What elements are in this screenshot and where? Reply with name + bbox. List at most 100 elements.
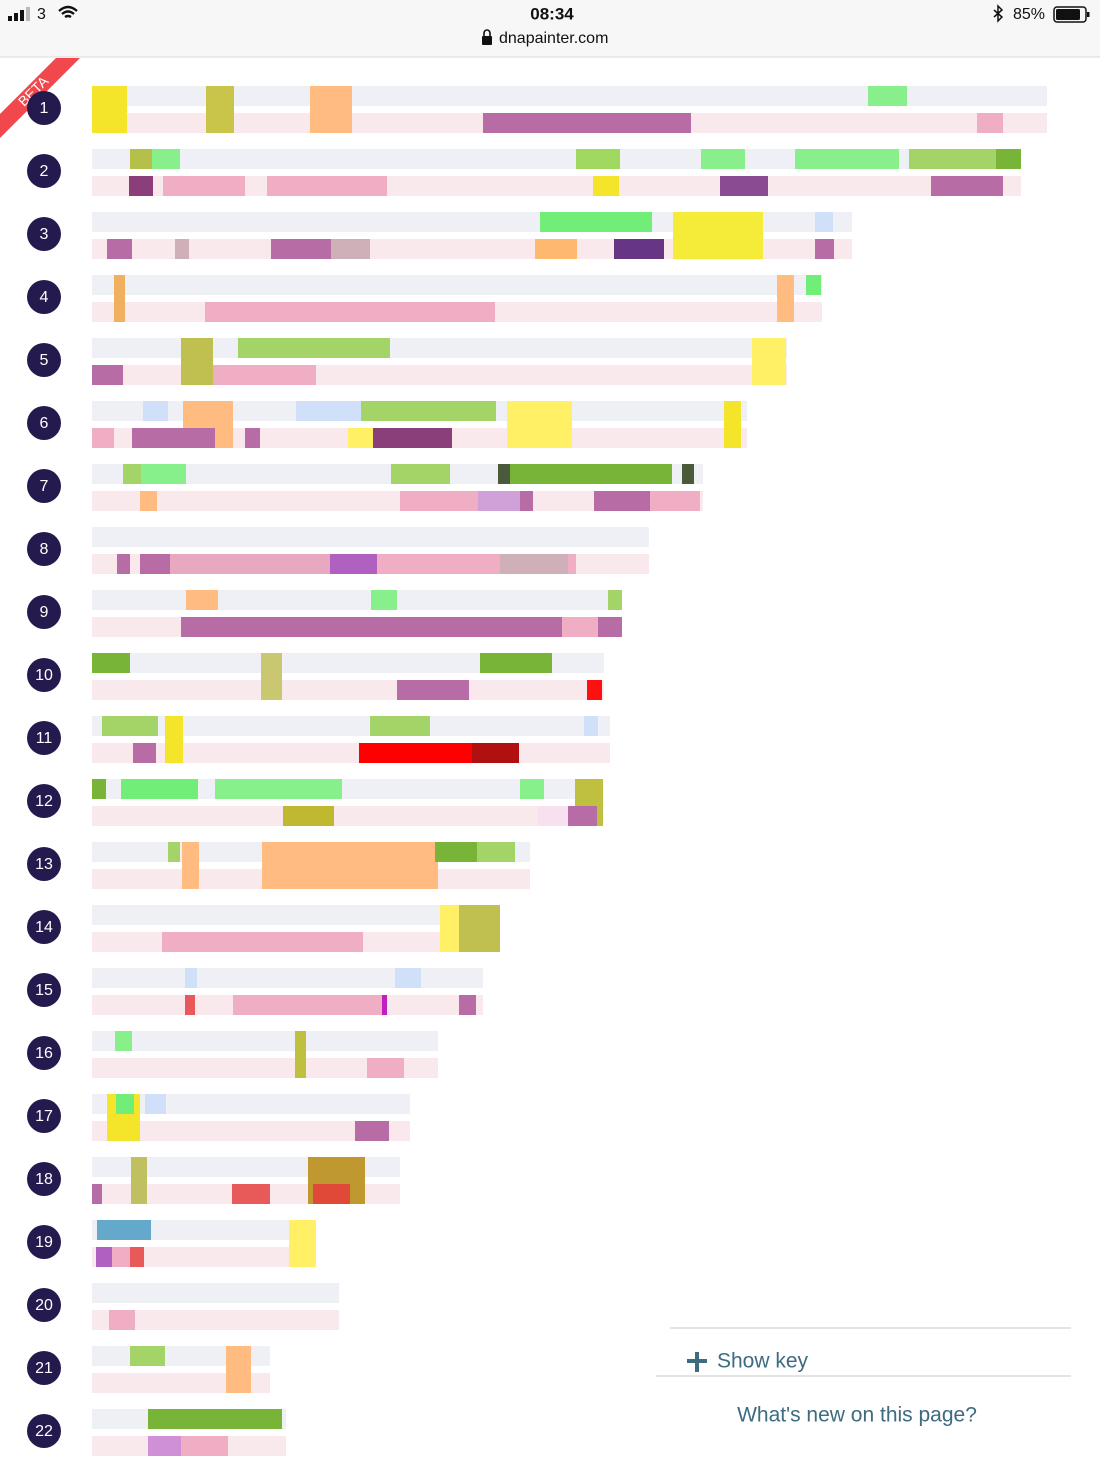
maternal-track [92, 491, 703, 511]
whats-new-link[interactable]: What's new on this page? [737, 1404, 977, 1427]
chromosome-badge [27, 343, 61, 377]
segment [576, 149, 620, 169]
chromosome-number: 13 [35, 856, 53, 873]
segment [313, 1184, 350, 1204]
chromosome-number: 18 [35, 1171, 53, 1188]
segment [96, 1247, 112, 1267]
segment [584, 716, 598, 736]
chromosome-number: 4 [40, 289, 49, 306]
segment [361, 401, 496, 421]
chromosome-number: 19 [35, 1234, 53, 1251]
segment [213, 365, 316, 385]
paternal-track [92, 968, 483, 988]
segment [261, 653, 282, 700]
segment [140, 491, 157, 511]
status-bar [0, 0, 1100, 57]
clock: 08:34 [530, 4, 574, 23]
chromosome-number: 8 [40, 541, 49, 558]
chromosome-number: 17 [35, 1108, 53, 1125]
segment [123, 464, 141, 484]
segment [181, 338, 213, 385]
segment [163, 176, 245, 196]
paternal-track [92, 1031, 438, 1051]
battery-percent: 85% [1013, 6, 1045, 23]
maternal-track [92, 1121, 410, 1141]
segment [391, 464, 450, 484]
segment [205, 302, 495, 322]
chromosome-number: 11 [36, 730, 53, 747]
segment [594, 491, 650, 511]
segment [140, 554, 170, 574]
segment [909, 149, 996, 169]
segment [996, 149, 1021, 169]
segment [233, 995, 382, 1015]
segment [498, 464, 510, 484]
segment [373, 428, 452, 448]
segment [331, 239, 370, 259]
url[interactable]: dnapainter.com [499, 30, 608, 47]
segment [133, 743, 156, 763]
segment [232, 1184, 270, 1204]
segment [815, 239, 834, 259]
segment [568, 554, 576, 574]
segment [283, 806, 334, 826]
segment [92, 779, 106, 799]
segment [535, 239, 577, 259]
chromosome-badge [27, 1099, 61, 1133]
chromosome-badge [27, 91, 61, 125]
segment [148, 1436, 181, 1456]
chromosome: 9 [27, 590, 622, 637]
chromosome: 10 [27, 653, 604, 700]
segment [520, 779, 544, 799]
chromosome: 2 [27, 149, 1021, 196]
segment [370, 716, 430, 736]
chromosome-badge [27, 280, 61, 314]
segment [152, 149, 180, 169]
battery-icon [1053, 6, 1090, 23]
segment [701, 149, 745, 169]
chromosome-number: 3 [40, 226, 49, 243]
segment [459, 995, 476, 1015]
paternal-track [92, 275, 822, 295]
segment [720, 176, 768, 196]
segment [141, 464, 186, 484]
chromosome: 3 [27, 212, 852, 259]
chromosome-number: 20 [35, 1297, 53, 1314]
segment [931, 176, 1003, 196]
show-key-label[interactable]: Show key [717, 1350, 809, 1373]
segment [348, 428, 373, 448]
chromosome-number: 7 [40, 478, 49, 495]
segment [170, 554, 330, 574]
show-key-button[interactable]: Show key [687, 1350, 809, 1373]
segment [132, 428, 215, 448]
chromosome-number: 6 [40, 415, 49, 432]
segment [165, 716, 183, 763]
paternal-track [92, 653, 604, 673]
chromosome-badge [27, 721, 61, 755]
chromosome: 1 [27, 86, 1047, 133]
segment [271, 239, 331, 259]
segment [752, 338, 786, 385]
segment [262, 842, 438, 889]
chromosome-number: 15 [35, 982, 53, 999]
segment [112, 1247, 130, 1267]
maternal-track [92, 1373, 270, 1393]
segment [598, 617, 622, 637]
chromosome-badge [27, 406, 61, 440]
segment [540, 212, 652, 232]
bluetooth-icon [993, 4, 1004, 23]
segment [795, 149, 899, 169]
segment [131, 1157, 147, 1204]
paternal-track [92, 212, 852, 232]
segment [145, 1094, 166, 1114]
chromosome-badge [27, 847, 61, 881]
segment [562, 617, 598, 637]
chromosome: 17 [27, 1094, 410, 1141]
chromosome-badge [27, 1288, 61, 1322]
segment [92, 86, 127, 133]
segment [109, 1310, 135, 1330]
segment [130, 149, 152, 169]
segment [116, 1094, 134, 1114]
segment [114, 275, 125, 322]
